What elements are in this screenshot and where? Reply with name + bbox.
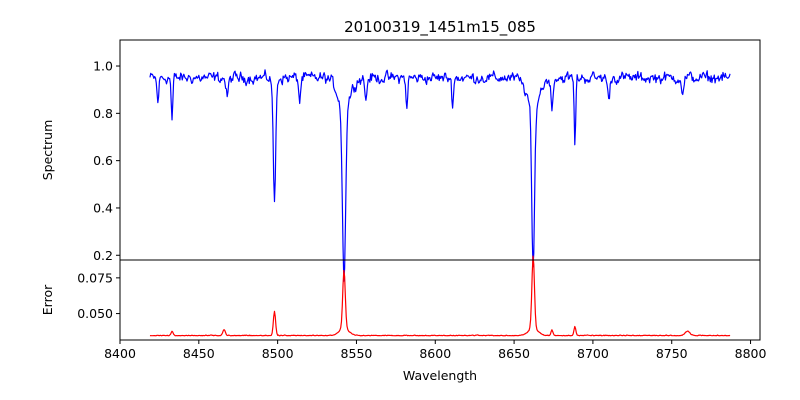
spectrum-y-tick-label: 1.0	[93, 59, 113, 74]
x-tick-label: 8700	[577, 346, 609, 361]
x-tick-label: 8800	[735, 346, 767, 361]
chart-title: 20100319_1451m15_085	[344, 18, 536, 37]
error-frame	[119, 259, 761, 341]
x-tick-label: 8750	[656, 346, 688, 361]
spectrum-y-tick-label: 0.4	[93, 200, 113, 215]
x-tick-label: 8600	[419, 346, 451, 361]
error-y-axis-label: Error	[40, 284, 55, 315]
x-axis-label: Wavelength	[403, 368, 477, 383]
x-axis: 8400 8450 8500 8550 8600 8650 8700 8750 8800	[104, 340, 766, 361]
x-tick-label: 8450	[183, 346, 215, 361]
spectrum-y-tick-label: 0.2	[93, 248, 113, 263]
x-tick-label: 8400	[104, 346, 136, 361]
spectrum-y-axis-label: Spectrum	[40, 120, 55, 181]
spectrum-series-line	[149, 69, 731, 282]
spectrum-y-tick-label: 0.8	[93, 106, 113, 121]
error-y-tick-label: 0.050	[77, 306, 113, 321]
error-series-line	[149, 255, 731, 337]
x-tick-label: 8650	[498, 346, 530, 361]
spectrum-panel: 0.2 0.4 0.6 0.8 1.0	[93, 39, 761, 282]
error-panel: 0.050 0.075	[77, 255, 761, 341]
x-tick-label: 8550	[341, 346, 373, 361]
x-tick-label: 8500	[262, 346, 294, 361]
spectrum-y-tick-label: 0.6	[93, 153, 113, 168]
error-y-tick-label: 0.075	[77, 270, 113, 285]
